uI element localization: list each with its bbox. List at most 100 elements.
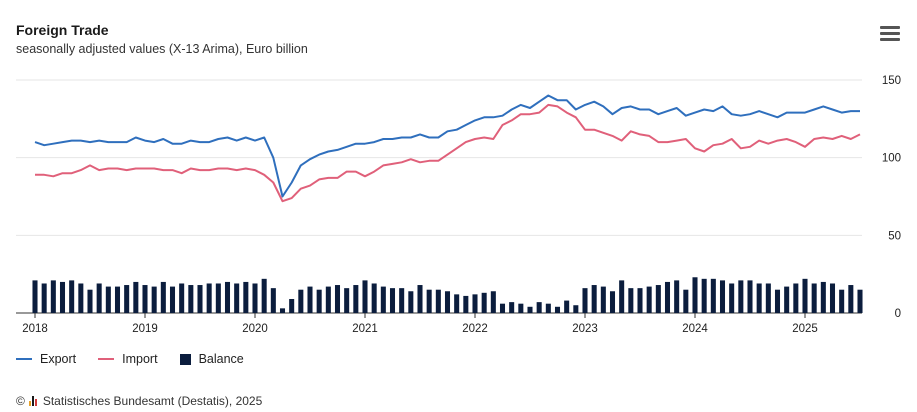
source-footer: © Statistisches Bundesamt (Destatis), 20… <box>16 394 262 408</box>
chart-title: Foreign Trade <box>16 22 109 38</box>
chart-legend: Export Import Balance <box>16 352 244 366</box>
balance-bar <box>234 283 240 313</box>
balance-bar <box>160 281 166 313</box>
x-tick-label: 2024 <box>682 323 708 335</box>
x-tick-label: 2019 <box>132 323 158 335</box>
balance-bar <box>765 283 771 313</box>
balance-bar <box>334 285 341 313</box>
balance-bars <box>32 277 863 313</box>
balance-bar <box>179 283 185 313</box>
balance-bar <box>105 286 111 313</box>
balance-bar <box>674 280 680 313</box>
source-text: Statistisches Bundesamt (Destatis), 2025 <box>42 394 263 408</box>
legend-item-import[interactable]: Import <box>98 352 158 366</box>
balance-bar <box>50 280 56 313</box>
x-tick-label: 2022 <box>462 323 488 335</box>
x-axis: 2018 2019 2020 2021 2022 2023 2024 2025 <box>22 313 818 335</box>
balance-bar <box>784 286 790 313</box>
y-tick-label: 0 <box>895 308 901 320</box>
legend-item-export[interactable]: Export <box>16 352 76 366</box>
balance-bar <box>719 280 726 313</box>
legend-swatch-export <box>16 358 32 360</box>
balance-bar <box>169 286 176 313</box>
balance-bar <box>435 289 441 313</box>
balance-bar <box>344 288 350 313</box>
balance-bar <box>756 283 762 313</box>
balance-bar <box>59 281 66 313</box>
balance-bar <box>224 281 231 313</box>
balance-bar <box>78 283 84 313</box>
balance-bar <box>362 280 368 313</box>
y-axis: 0 50 100 150 <box>882 75 901 320</box>
balance-bar <box>417 285 423 313</box>
balance-bar <box>151 286 157 313</box>
balance-bar <box>527 306 533 313</box>
x-tick-label: 2023 <box>572 323 598 335</box>
balance-bar <box>389 288 396 313</box>
balance-bar <box>729 283 735 313</box>
balance-bar <box>655 285 661 313</box>
balance-bar <box>545 303 551 313</box>
balance-bar <box>307 286 313 313</box>
balance-bar <box>637 288 643 313</box>
balance-bar <box>380 286 386 313</box>
balance-bar <box>96 283 102 313</box>
balance-bar <box>215 283 221 313</box>
balance-bar <box>701 278 707 313</box>
balance-bar <box>463 295 469 313</box>
y-tick-label: 50 <box>888 230 901 242</box>
balance-bar <box>619 280 625 313</box>
x-tick-label: 2020 <box>242 323 268 335</box>
balance-bar <box>536 302 542 313</box>
balance-bar <box>490 291 496 313</box>
balance-bar <box>243 281 249 313</box>
balance-bar <box>69 280 75 313</box>
balance-bar <box>142 285 148 313</box>
balance-bar <box>829 283 836 313</box>
balance-bar <box>774 289 781 313</box>
balance-bar <box>683 289 689 313</box>
balance-bar <box>857 289 863 313</box>
destatis-logo-icon <box>28 396 39 406</box>
balance-bar <box>646 286 652 313</box>
balance-bar <box>802 278 808 313</box>
series-lines <box>34 94 861 203</box>
copyright-icon: © <box>16 394 25 408</box>
balance-bar <box>628 288 634 313</box>
balance-bar <box>316 289 322 313</box>
balance-bar <box>454 294 460 313</box>
balance-bar <box>399 288 405 313</box>
y-tick-label: 100 <box>882 153 901 165</box>
legend-swatch-import <box>98 358 115 360</box>
balance-bar <box>793 283 799 313</box>
legend-label-export: Export <box>40 352 77 366</box>
balance-bar <box>747 280 753 313</box>
hamburger-menu-icon[interactable] <box>880 26 900 42</box>
balance-bar <box>426 289 432 313</box>
legend-label-import: Import <box>122 352 158 366</box>
legend-label-balance: Balance <box>198 352 244 366</box>
chart-plot: 2018 2019 2020 2021 2022 2023 2024 2025 0 50 100 1… <box>16 75 901 335</box>
balance-bar <box>444 291 451 313</box>
series-line-import <box>35 103 861 203</box>
balance-bar <box>371 283 377 313</box>
x-tick-label: 2018 <box>22 323 48 335</box>
balance-bar <box>692 277 698 313</box>
balance-bar <box>820 281 826 313</box>
x-tick-label: 2021 <box>352 323 378 335</box>
balance-bar <box>738 280 744 313</box>
balance-bar <box>591 285 597 313</box>
balance-bar <box>554 306 561 313</box>
balance-bar <box>564 300 570 313</box>
balance-bar <box>87 289 93 313</box>
balance-bar <box>582 288 588 313</box>
balance-bar <box>279 308 286 313</box>
balance-bar <box>710 278 716 313</box>
series-line-export <box>34 94 860 198</box>
balance-bar <box>811 283 817 313</box>
balance-bar <box>270 288 276 313</box>
legend-item-balance[interactable]: Balance <box>179 352 244 366</box>
balance-bar <box>133 281 139 313</box>
balance-bar <box>481 292 487 313</box>
balance-bar <box>197 285 203 313</box>
